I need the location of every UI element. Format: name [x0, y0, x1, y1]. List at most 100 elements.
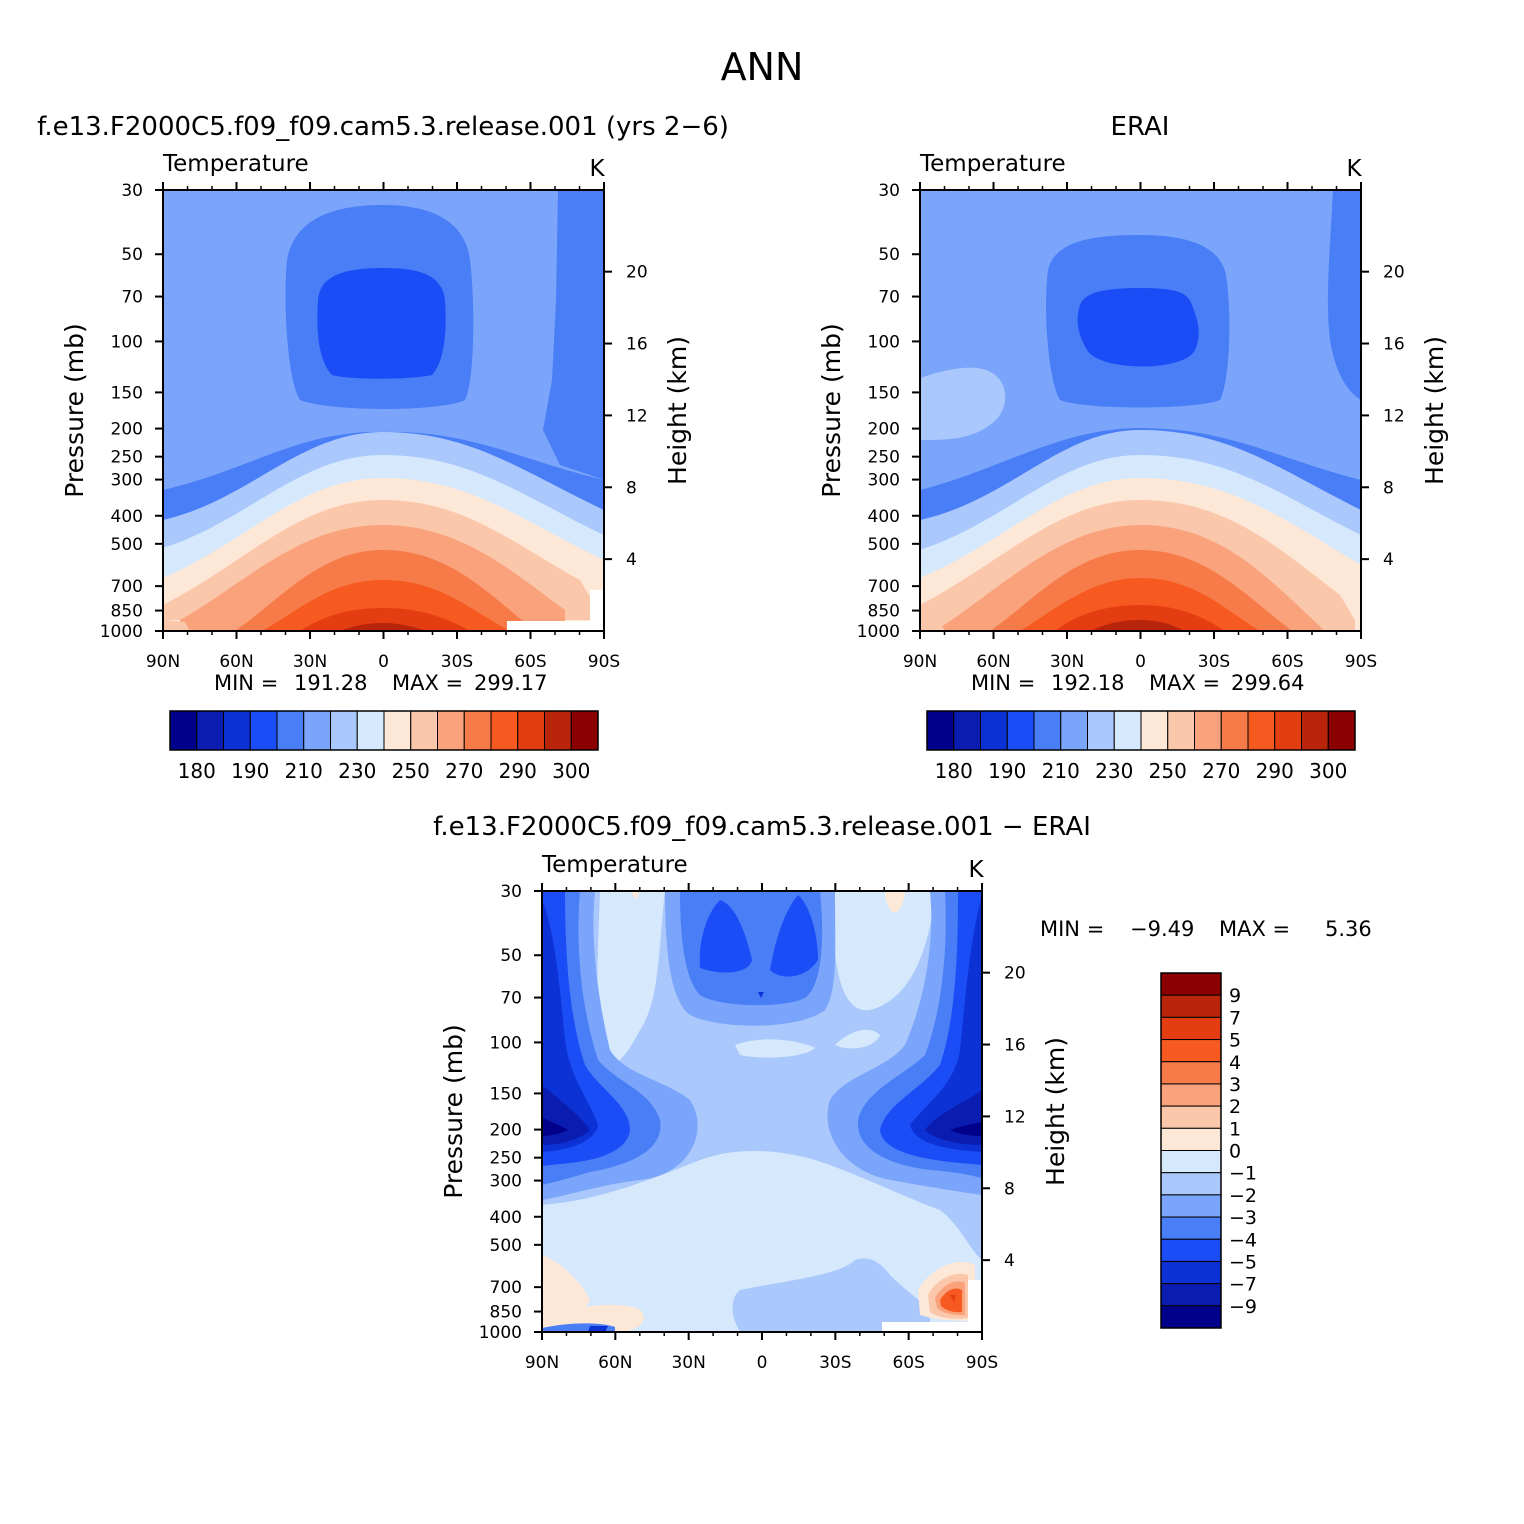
colorbar-swatch	[383, 710, 412, 751]
y2-tick-label: 12	[1004, 1107, 1026, 1127]
y2-tick-label: 20	[1004, 964, 1026, 984]
colorbar-label: 1	[1229, 1118, 1241, 1140]
y-tick-label: 700	[868, 577, 900, 597]
colorbar-label: 300	[1309, 759, 1347, 783]
x-tick-label: 30N	[671, 1353, 705, 1373]
contour-band	[340, 623, 425, 631]
axes: 90N 60N 30N 0 30S 60S 90S 30 50 70 100 150 200 250 300…	[817, 181, 1449, 672]
colorbar-swatch	[330, 710, 358, 751]
x-tick-label: 60N	[598, 1353, 632, 1373]
colorbar-label: 3	[1229, 1074, 1241, 1096]
contour-band	[732, 1258, 930, 1332]
y2-tick-label: 20	[626, 263, 648, 283]
colorbar-swatch	[1160, 1260, 1222, 1285]
colorbar-swatch	[1160, 1039, 1222, 1063]
units-label: K	[589, 156, 605, 182]
x-tick-label: 90S	[1345, 652, 1377, 672]
y2-tick-label: 4	[1383, 550, 1394, 570]
panel-title: f.e13.F2000C5.f09_f09.cam5.3.release.001…	[37, 112, 729, 142]
y-tick-label: 100	[111, 332, 143, 352]
colorbar-swatch	[356, 710, 385, 751]
contour-band	[1327, 190, 1361, 400]
min-label: MIN =	[1040, 917, 1104, 941]
x-tick-label: 30S	[441, 652, 473, 672]
colorbar-swatch	[1160, 994, 1222, 1018]
colorbar-label: 180	[935, 759, 973, 783]
contour-band	[262, 580, 510, 631]
y-tick-label: 300	[868, 471, 900, 491]
y-tick-label: 1000	[857, 622, 900, 642]
y2-axis-label: Height (km)	[1041, 1037, 1070, 1186]
contour-band	[885, 891, 905, 913]
y-tick-label: 70	[500, 989, 522, 1009]
min-label: MIN =	[214, 671, 278, 695]
y-tick-label: 500	[868, 535, 900, 555]
axes: 90N 60N 30N 0 30S 60S 90S 30 50 70 100 150 200 250 300…	[60, 181, 692, 672]
colorbar-swatch	[544, 710, 572, 751]
max-label: MAX =	[392, 671, 463, 695]
y2-tick-label: 12	[626, 406, 648, 426]
y2-tick-label: 16	[1004, 1036, 1026, 1056]
figure-title: ANN	[721, 45, 804, 89]
y-tick-label: 700	[490, 1278, 522, 1298]
colorbar-label: 290	[499, 759, 537, 783]
y-axis-label: Pressure (mb)	[817, 323, 846, 497]
y-tick-label: 400	[868, 507, 900, 527]
colorbar-swatch	[1087, 710, 1115, 751]
colorbar-label: 7	[1229, 1007, 1241, 1029]
x-tick-label: 90N	[146, 652, 180, 672]
panel-difference: f.e13.F2000C5.f09_f09.cam5.3.release.001…	[433, 812, 1372, 1373]
x-tick-label: 0	[1135, 652, 1146, 672]
y-tick-label: 1000	[100, 622, 143, 642]
y-tick-label: 850	[868, 602, 900, 622]
colorbar-label: −1	[1229, 1163, 1257, 1185]
contour-band	[699, 900, 752, 973]
colorbar-swatch	[1301, 710, 1329, 751]
contour-band	[950, 1122, 982, 1136]
colorbar-label: 5	[1229, 1030, 1241, 1052]
colorbar-swatch	[437, 710, 465, 751]
colorbar-label: 290	[1256, 759, 1294, 783]
missing-data	[968, 1280, 982, 1332]
colorbar-swatch	[1113, 710, 1142, 751]
colorbar-label: 180	[178, 759, 216, 783]
contour-band	[758, 992, 764, 998]
panel-title: f.e13.F2000C5.f09_f09.cam5.3.release.001…	[433, 812, 1091, 842]
colorbar-label: 210	[1042, 759, 1080, 783]
colorbar-swatch	[1160, 1061, 1222, 1085]
colorbar-label: 270	[1202, 759, 1240, 783]
y-tick-label: 50	[121, 245, 143, 265]
y-tick-label: 30	[121, 181, 143, 201]
max-value: 299.17	[474, 671, 547, 695]
max-label: MAX =	[1149, 671, 1220, 695]
colorbar-swatch	[249, 710, 278, 751]
contour-band	[588, 1326, 608, 1332]
colorbar-label: −9	[1229, 1296, 1257, 1318]
contour-band	[1055, 605, 1225, 631]
max-label: MAX =	[1219, 917, 1290, 941]
colorbar-label: 9	[1229, 985, 1241, 1007]
units-label: K	[1346, 156, 1362, 182]
contour-band	[1090, 620, 1185, 631]
colorbar-swatch	[196, 710, 224, 751]
colorbar-label: −2	[1229, 1185, 1257, 1207]
contour-band	[630, 891, 640, 900]
colorbar-swatch	[1006, 710, 1035, 751]
colorbar-label: 270	[445, 759, 483, 783]
colorbar-swatch	[223, 710, 251, 751]
colorbar-swatch	[570, 710, 599, 751]
colorbar-swatch	[1220, 710, 1249, 751]
y-tick-label: 50	[878, 245, 900, 265]
y2-tick-label: 16	[626, 335, 648, 355]
colorbar-label: 250	[392, 759, 430, 783]
y-tick-label: 250	[868, 448, 900, 468]
contour-band	[317, 268, 446, 379]
y-tick-label: 500	[111, 535, 143, 555]
y2-tick-label: 8	[1383, 478, 1394, 498]
colorbar-swatch	[1140, 710, 1169, 751]
colorbar-label: 300	[552, 759, 590, 783]
y2-tick-label: 8	[1004, 1179, 1015, 1199]
colorbar-swatch	[1327, 710, 1356, 751]
colorbar-swatch	[1247, 710, 1276, 751]
